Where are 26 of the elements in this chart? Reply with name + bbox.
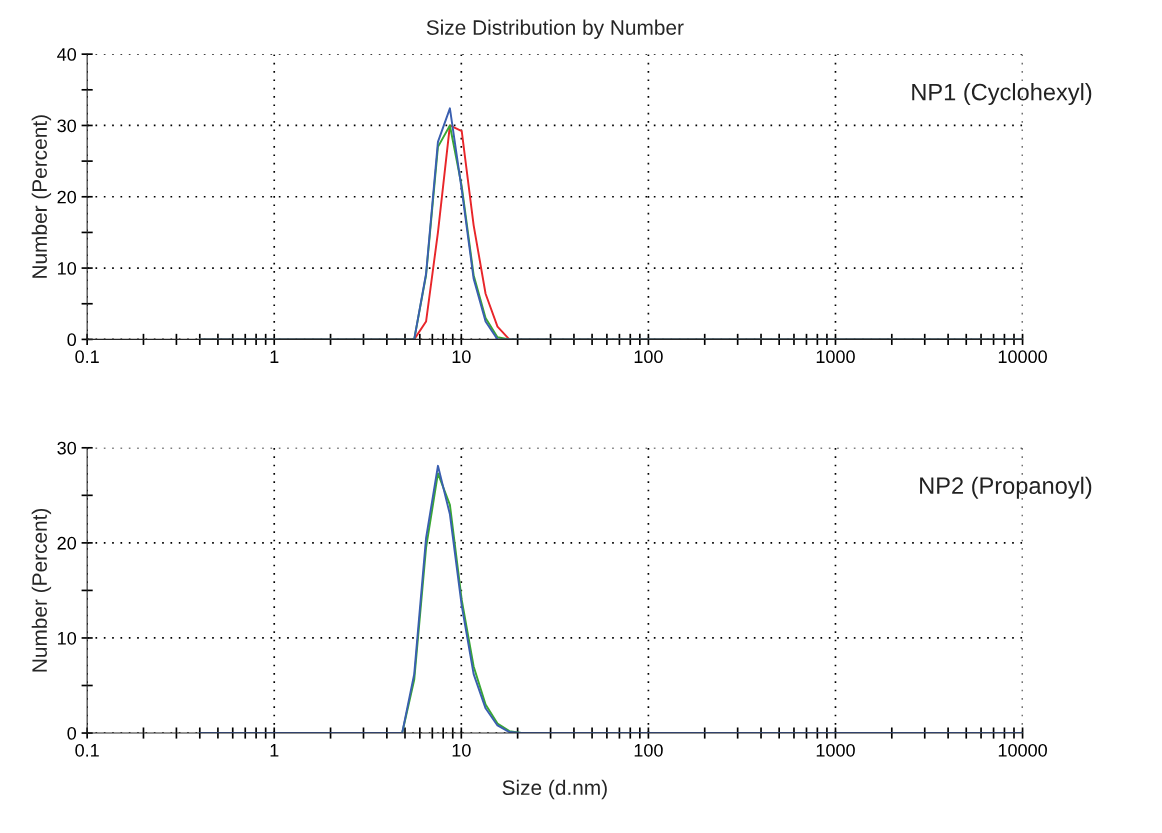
- x-tick-label: 100: [634, 743, 663, 757]
- y-tick-label: 20: [57, 190, 77, 204]
- x-axis-title: Size (d.nm): [502, 779, 607, 800]
- x-tick-label: 1: [270, 744, 279, 757]
- y-axis-title: Number (Percent): [31, 115, 52, 278]
- chart-title: Size Distribution by Number: [426, 19, 684, 40]
- y-tick-label: 30: [57, 119, 77, 133]
- annotation: NP1 (Cyclohexyl): [912, 83, 1092, 106]
- x-tick-label: 1: [270, 350, 279, 363]
- x-tick-label: 1000: [816, 350, 855, 364]
- y-tick-label: 20: [57, 536, 77, 550]
- x-tick-label: 10000: [998, 743, 1047, 757]
- x-tick-label: 0.1: [75, 350, 99, 364]
- x-tick-label: 1000: [816, 743, 855, 757]
- y-tick-label: 10: [58, 262, 77, 275]
- y-axis-title: Number (Percent): [31, 508, 52, 672]
- x-tick-label: 10000: [998, 350, 1047, 364]
- y-tick-label: 40: [57, 48, 77, 61]
- x-tick-label: 0.1: [75, 743, 99, 757]
- y-tick-label: 0: [67, 726, 77, 740]
- y-tick-label: 10: [58, 631, 77, 645]
- x-tick-label: 100: [634, 350, 663, 364]
- x-tick-label: 10: [452, 350, 471, 364]
- y-tick-label: 0: [67, 333, 77, 347]
- y-tick-label: 30: [57, 441, 77, 455]
- x-tick-label: 10: [452, 743, 471, 757]
